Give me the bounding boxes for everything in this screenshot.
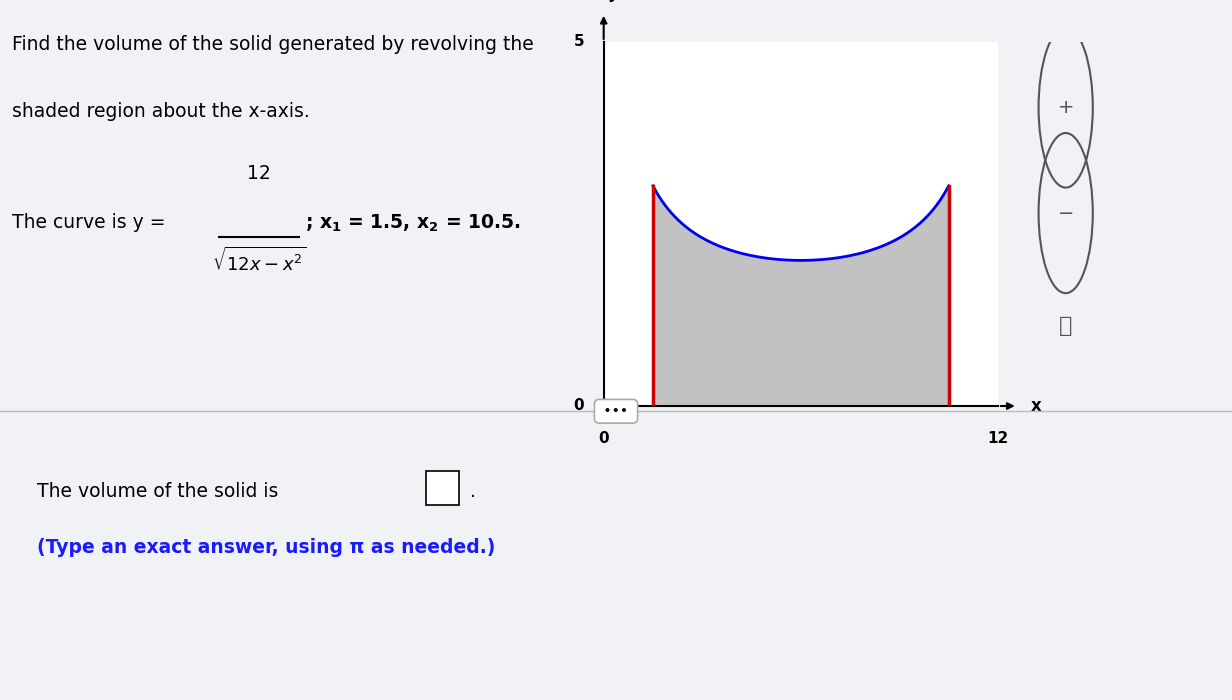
Text: +: + (1057, 98, 1074, 117)
Text: 12: 12 (987, 431, 1009, 447)
Text: ; $\mathbf{x_1}$ = 1.5, $\mathbf{x_2}$ = 10.5.: ; $\mathbf{x_1}$ = 1.5, $\mathbf{x_2}$ =… (304, 213, 521, 234)
Text: 0: 0 (599, 431, 609, 447)
Text: $\sqrt{12x-x^2}$: $\sqrt{12x-x^2}$ (212, 246, 306, 275)
Text: 12: 12 (246, 164, 271, 183)
Text: 5: 5 (573, 34, 584, 50)
Text: •••: ••• (599, 405, 633, 418)
Text: ⧉: ⧉ (1060, 316, 1072, 336)
Text: 0: 0 (573, 398, 584, 414)
Text: shaded region about the x-axis.: shaded region about the x-axis. (12, 102, 310, 121)
Text: .: . (469, 482, 476, 500)
Text: Find the volume of the solid generated by revolving the: Find the volume of the solid generated b… (12, 35, 533, 54)
Text: y: y (609, 0, 618, 2)
Text: −: − (1057, 204, 1074, 223)
Text: x: x (1031, 397, 1041, 415)
Text: The curve is y =: The curve is y = (12, 213, 166, 232)
Text: The volume of the solid is: The volume of the solid is (37, 482, 278, 500)
Text: (Type an exact answer, using π as needed.): (Type an exact answer, using π as needed… (37, 538, 495, 556)
